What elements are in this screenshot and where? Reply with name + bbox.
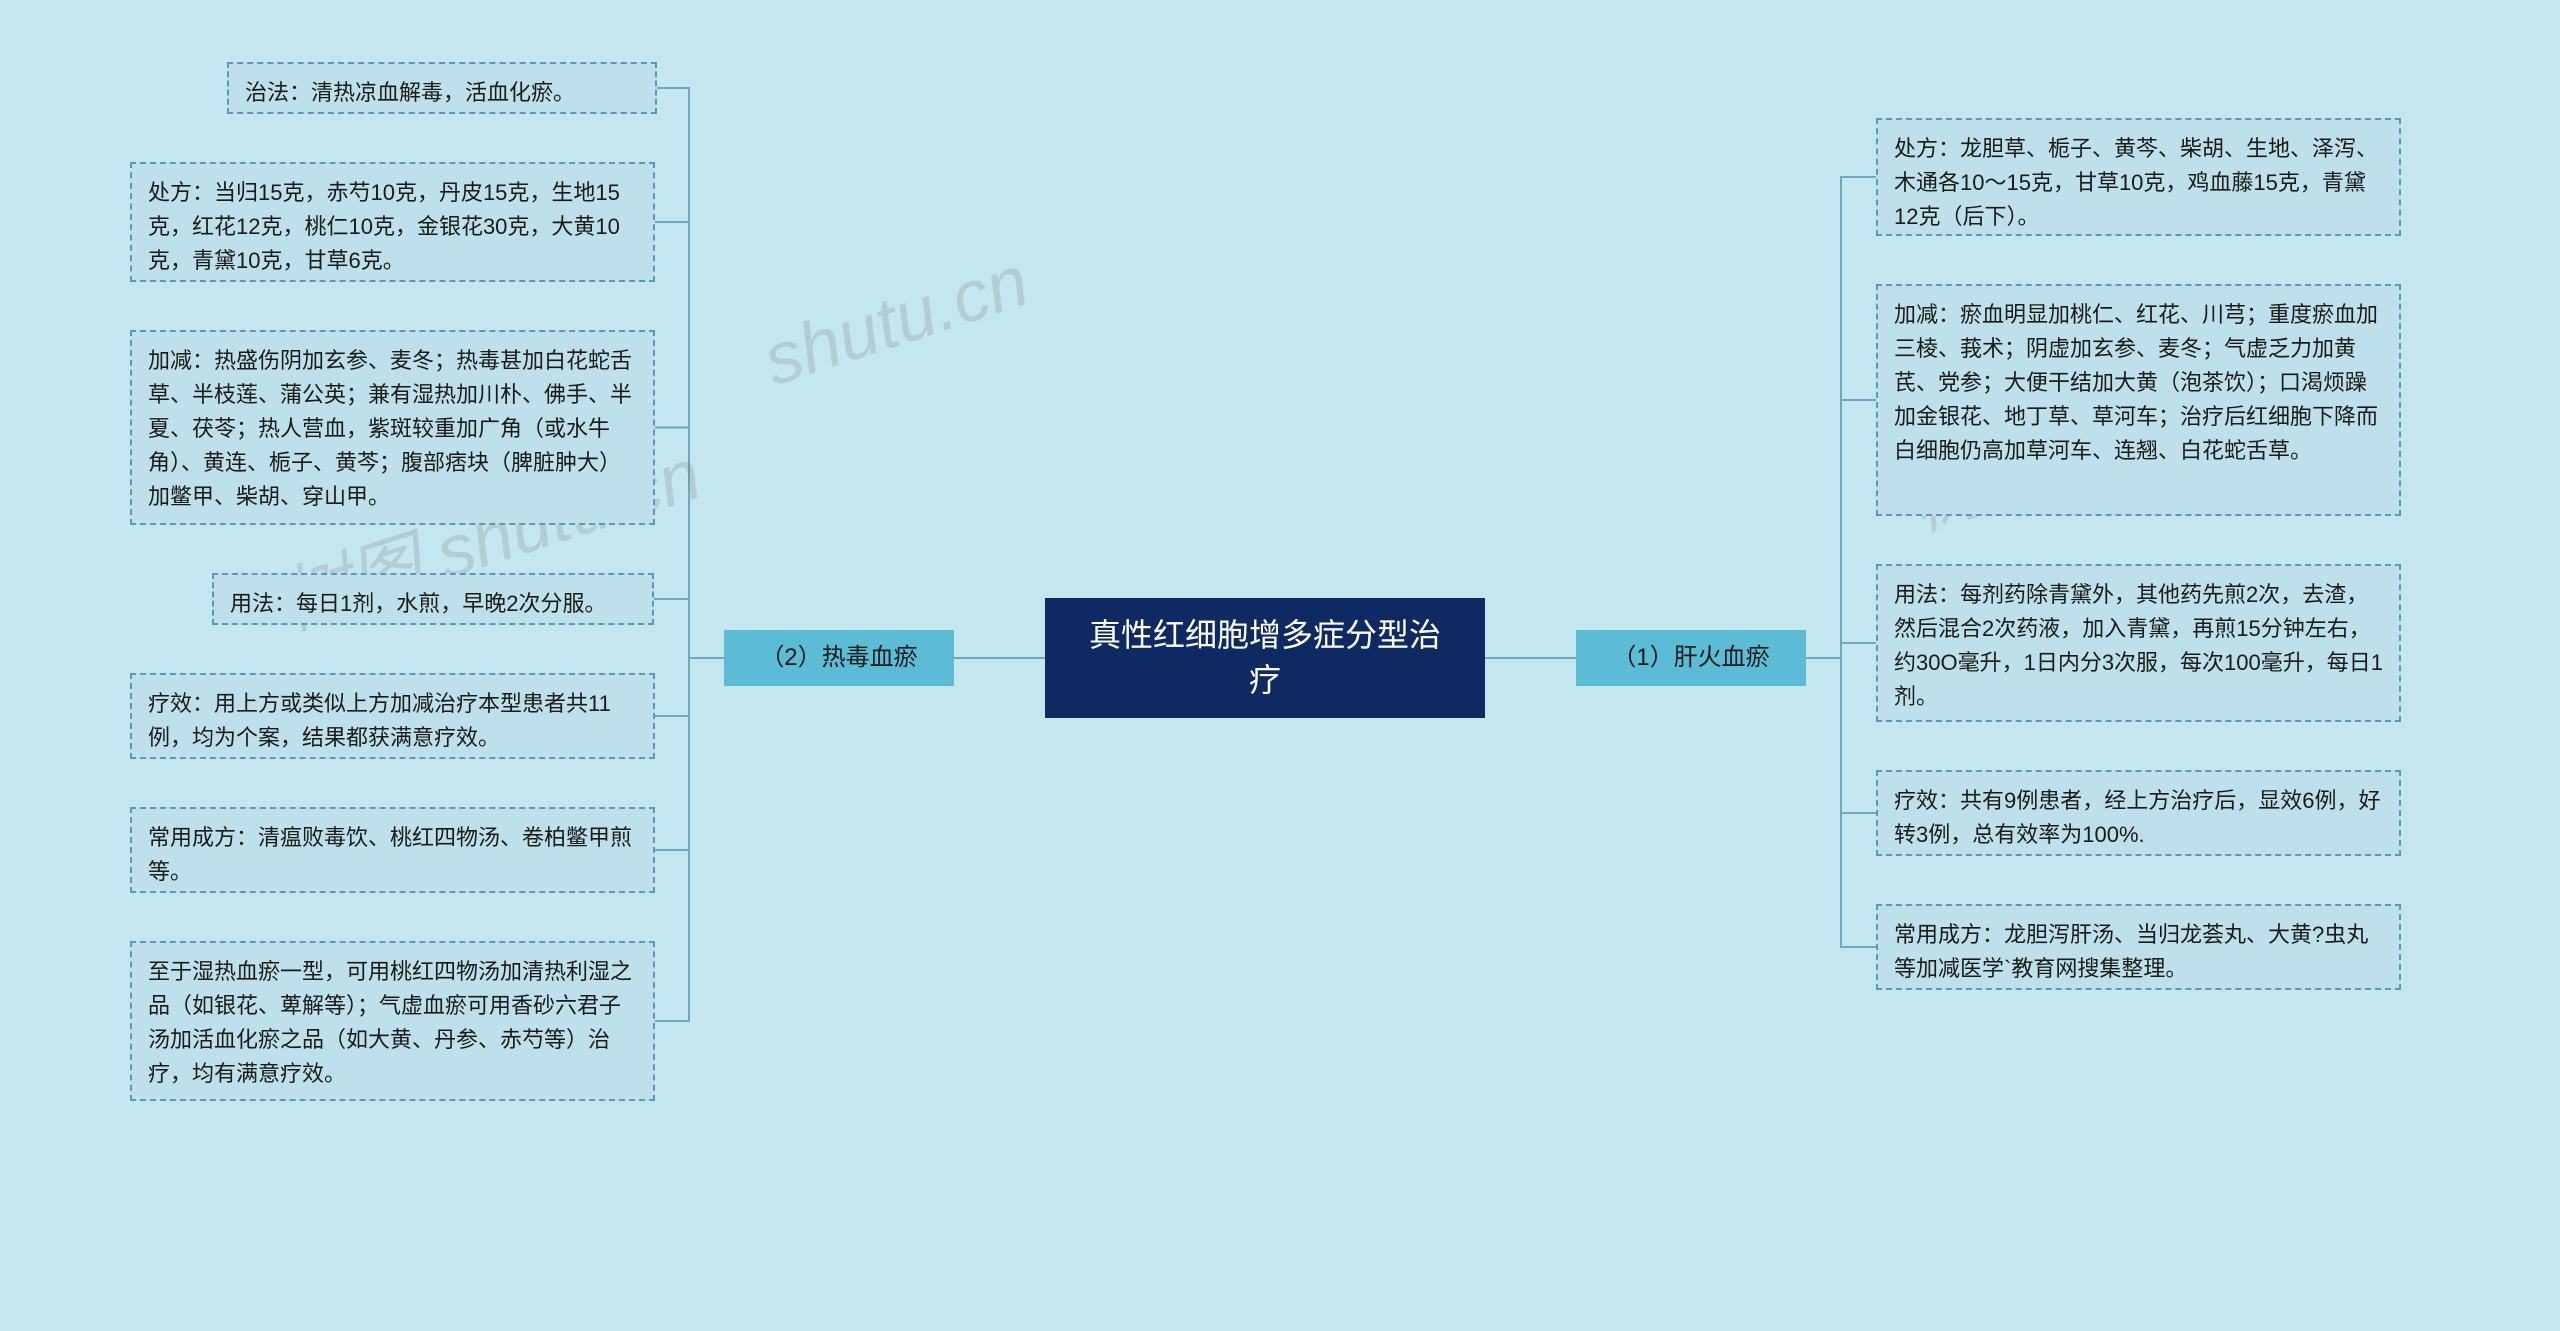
leaf-node[interactable]: 常用成方：龙胆泻肝汤、当归龙荟丸、大黄?虫丸等加减医学`教育网搜集整理。 (1876, 904, 2401, 990)
leaf-node[interactable]: 治法：清热凉血解毒，活血化瘀。 (227, 62, 657, 114)
leaf-node[interactable]: 常用成方：清瘟败毒饮、桃红四物汤、卷柏鳖甲煎等。 (130, 807, 655, 893)
leaf-node[interactable]: 处方：龙胆草、栀子、黄芩、柴胡、生地、泽泻、木通各10～15克，甘草10克，鸡血… (1876, 118, 2401, 236)
leaf-node[interactable]: 处方：当归15克，赤芍10克，丹皮15克，生地15克，红花12克，桃仁10克，金… (130, 162, 655, 282)
branch-right[interactable]: （1）肝火血瘀 (1576, 630, 1806, 686)
leaf-node[interactable]: 用法：每日1剂，水煎，早晚2次分服。 (212, 573, 654, 625)
leaf-node[interactable]: 疗效：共有9例患者，经上方治疗后，显效6例，好转3例，总有效率为100%. (1876, 770, 2401, 856)
watermark: shutu.cn (754, 240, 1038, 402)
leaf-node[interactable]: 加减：瘀血明显加桃仁、红花、川芎；重度瘀血加三棱、莪术；阴虚加玄参、麦冬；气虚乏… (1876, 284, 2401, 516)
leaf-node[interactable]: 至于湿热血瘀一型，可用桃红四物汤加清热利湿之品（如银花、萆解等）；气虚血瘀可用香… (130, 941, 655, 1101)
center-node[interactable]: 真性红细胞增多症分型治疗 (1045, 598, 1485, 718)
leaf-node[interactable]: 加减：热盛伤阴加玄参、麦冬；热毒甚加白花蛇舌草、半枝莲、蒲公英；兼有湿热加川朴、… (130, 330, 655, 525)
branch-left[interactable]: （2）热毒血瘀 (724, 630, 954, 686)
mindmap-canvas: 树图 shutu.cn shutu.cn 树图 shutu.cn 真性红细胞增多… (0, 0, 2560, 1331)
leaf-node[interactable]: 用法：每剂药除青黛外，其他药先煎2次，去渣，然后混合2次药液，加入青黛，再煎15… (1876, 564, 2401, 722)
leaf-node[interactable]: 疗效：用上方或类似上方加减治疗本型患者共11例，均为个案，结果都获满意疗效。 (130, 673, 655, 759)
